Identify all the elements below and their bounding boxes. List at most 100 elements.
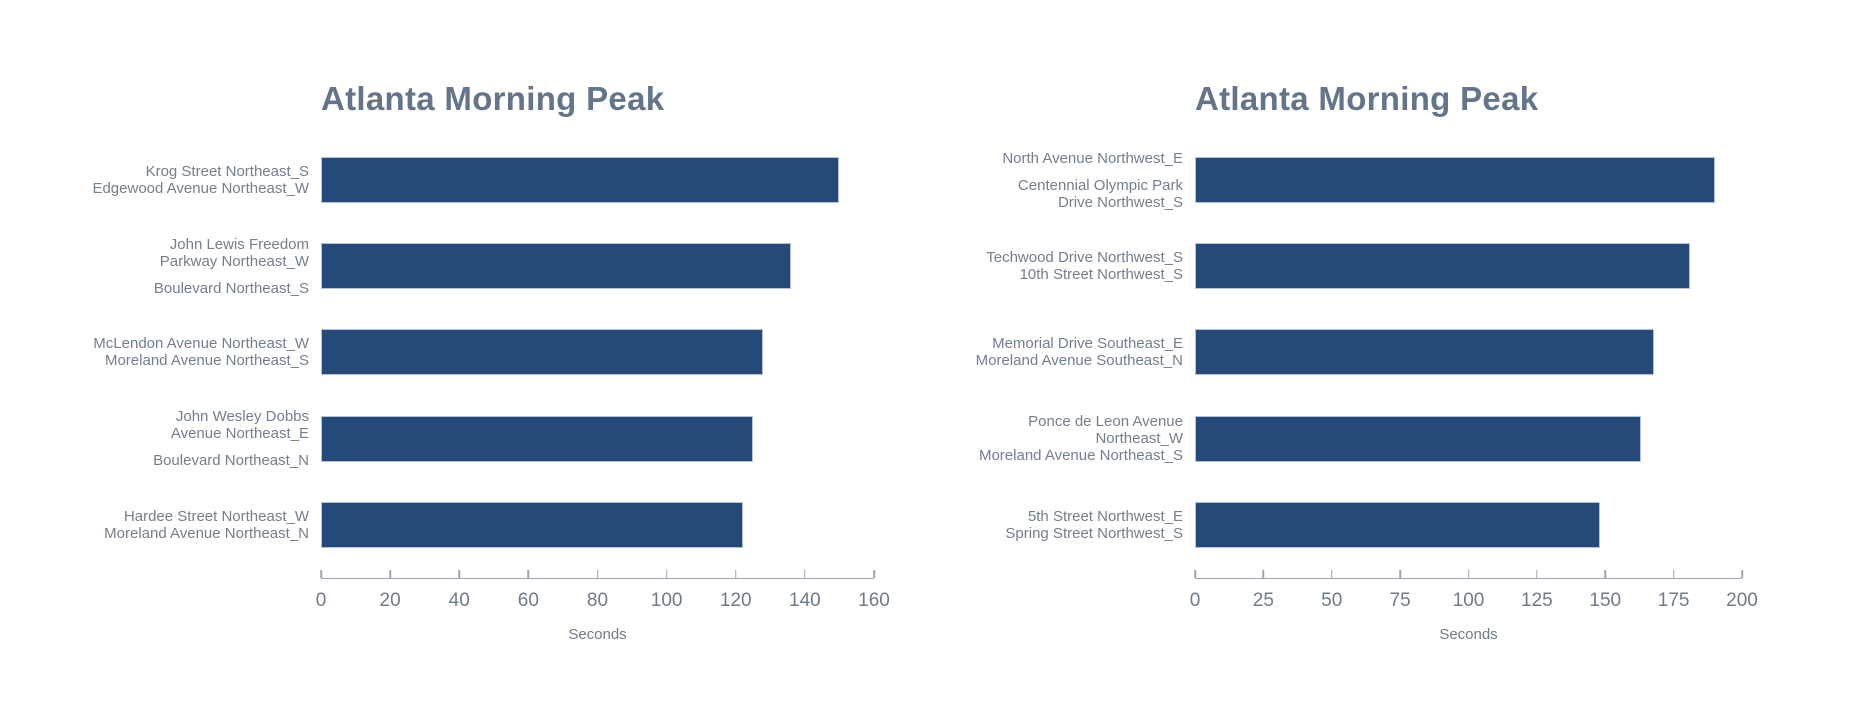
axis-tick-mark: [735, 570, 737, 578]
street-name: 5th Street Northwest_E: [1027, 507, 1183, 525]
chart-title: Atlanta Morning Peak: [1195, 80, 1539, 117]
axis-tick-mark: [1604, 570, 1606, 578]
chart-row: McLendon Avenue Northeast_W Moreland Aven…: [60, 329, 874, 376]
axis-tick-mark: [1262, 570, 1265, 578]
axis-tick-mark: [1331, 570, 1333, 578]
axis-tick-mark: [320, 570, 322, 578]
bar-chart-right: Atlanta Morning Peak North Avenue Northw…: [940, 80, 1758, 675]
axis-tick-label: 0: [1189, 590, 1201, 611]
chart-row: John Lewis Freedom Parkway Northeast_W Bo…: [60, 236, 874, 297]
category-label: Techwood Drive Northwest_S 10th Street No…: [940, 243, 1195, 289]
chart-row: North Avenue Northwest_E Centennial Olymp…: [940, 150, 1742, 211]
bar: [321, 329, 764, 376]
axis-tick-label: 75: [1389, 590, 1411, 611]
bar: [1195, 415, 1641, 462]
category-label: North Avenue Northwest_E Centennial Olymp…: [940, 150, 1195, 211]
street-name: Centennial Olympic Park Drive Northwest_…: [1017, 176, 1183, 211]
axis-tick-mark: [527, 570, 530, 578]
street-name: Hardee Street Northeast_W: [123, 507, 309, 525]
bar-track: [321, 243, 874, 290]
axis-tick-mark: [389, 570, 391, 578]
axis-tick-label: 175: [1657, 590, 1690, 611]
axis-tick-label: 150: [1589, 590, 1622, 611]
bar-track: [1195, 329, 1742, 376]
street-name: Boulevard Northeast_N: [153, 452, 309, 470]
street-name: Spring Street Northwest_S: [1005, 524, 1183, 542]
axis-tick-label: 0: [315, 590, 327, 611]
axis-tick-mark: [804, 570, 806, 578]
bar: [321, 501, 743, 548]
axis-tick-mark: [458, 570, 460, 578]
bar-track: [1195, 501, 1742, 548]
bar-track: [321, 415, 874, 462]
chart-row: Techwood Drive Northwest_S 10th Street No…: [940, 243, 1742, 290]
category-label: Memorial Drive Southeast_E Moreland Avenu…: [940, 329, 1195, 375]
axis-tick-label: 20: [379, 590, 401, 611]
bar-track: [1195, 243, 1742, 290]
axis-tick-label: 200: [1726, 590, 1758, 611]
street-name: Boulevard Northeast_S: [153, 279, 309, 297]
axis-tick-label: 125: [1521, 590, 1553, 611]
category-label: Ponce de Leon Avenue Northeast_W Moreland…: [940, 413, 1195, 465]
axis-tick-label: 40: [448, 590, 470, 611]
bar: [321, 243, 792, 290]
axis-tick-mark: [1194, 570, 1196, 578]
axis-tick-label: 50: [1321, 590, 1343, 611]
bar: [1195, 329, 1655, 376]
street-name: Moreland Avenue Northeast_S: [104, 352, 309, 370]
axis-tick-mark: [1467, 570, 1470, 578]
bar: [1195, 501, 1600, 548]
axis-tick-mark: [596, 570, 599, 578]
axis-tick-label: 60: [517, 590, 539, 611]
chart-title: Atlanta Morning Peak: [321, 80, 665, 117]
axis-tick-label: 100: [650, 590, 683, 611]
axis-tick-mark: [1536, 570, 1538, 578]
street-name: John Wesley Dobbs Avenue Northeast_E: [170, 408, 309, 443]
chart-row: Krog Street Northeast_S Edgewood Avenue N…: [60, 157, 874, 203]
bar-track: [1195, 157, 1742, 203]
bar-track: [321, 501, 874, 548]
axis-tick-label: 160: [858, 590, 890, 611]
axis-tick-label: 100: [1452, 590, 1485, 611]
chart-row: John Wesley Dobbs Avenue Northeast_E Boul…: [60, 408, 874, 469]
axis-tick-mark: [1741, 570, 1743, 578]
axis-tick-label: 120: [719, 590, 752, 611]
street-name: Memorial Drive Southeast_E: [992, 335, 1183, 353]
category-label: Hardee Street Northeast_W Moreland Avenue…: [60, 502, 321, 548]
axis-tick-label: 25: [1252, 590, 1274, 611]
category-label: McLendon Avenue Northeast_W Moreland Aven…: [60, 329, 321, 375]
axis-tick-label: 80: [586, 590, 609, 611]
street-name: 10th Street Northwest_S: [1019, 266, 1183, 284]
category-label: John Lewis Freedom Parkway Northeast_W Bo…: [60, 236, 321, 297]
chart-row: Hardee Street Northeast_W Moreland Avenue…: [60, 501, 874, 548]
street-name: John Lewis Freedom Parkway Northeast_W: [159, 235, 309, 270]
category-label: John Wesley Dobbs Avenue Northeast_E Boul…: [60, 408, 321, 469]
x-axis: 0 25 50 75 100 125 150 175 200: [1190, 570, 1758, 611]
bar-track: [321, 157, 874, 203]
category-label: 5th Street Northwest_E Spring Street Nort…: [940, 502, 1195, 548]
street-name: McLendon Avenue Northeast_W: [93, 335, 309, 353]
axis-tick-label: 140: [789, 590, 821, 611]
street-name: Krog Street Northeast_S: [145, 163, 309, 180]
bar-track: [321, 329, 874, 376]
axis-tick-mark: [1672, 570, 1675, 578]
street-name: North Avenue Northwest_E: [1002, 149, 1183, 167]
x-axis-title: Seconds: [568, 626, 627, 643]
bar: [321, 157, 840, 203]
bar: [1195, 243, 1691, 290]
x-axis-title: Seconds: [1439, 626, 1498, 643]
street-name: Ponce de Leon Avenue Northeast_W: [1028, 413, 1183, 448]
street-name: Moreland Avenue Northeast_S: [978, 447, 1183, 465]
bar-track: [1195, 415, 1742, 462]
bar: [1195, 157, 1715, 203]
category-label: Krog Street Northeast_S Edgewood Avenue N…: [60, 157, 321, 203]
chart-row: Ponce de Leon Avenue Northeast_W Moreland…: [940, 413, 1742, 465]
street-name: Techwood Drive Northwest_S: [986, 249, 1183, 267]
axis-tick-mark: [1399, 570, 1401, 578]
x-axis: 0 20 40 60 80 100 120 140 160: [316, 570, 890, 611]
street-name: Moreland Avenue Southeast_N: [975, 352, 1183, 370]
bar: [321, 415, 754, 462]
street-name: Moreland Avenue Northeast_N: [104, 524, 309, 542]
chart-row: Memorial Drive Southeast_E Moreland Avenu…: [940, 329, 1742, 376]
